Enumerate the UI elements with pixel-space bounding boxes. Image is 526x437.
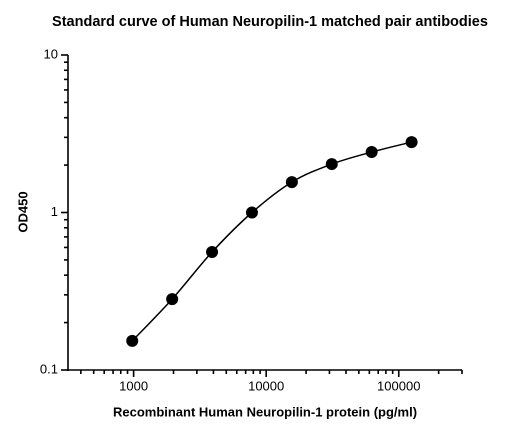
x-tick-label: 100000 [377, 378, 420, 393]
y-tick-label: 0.1 [40, 361, 58, 376]
data-point [206, 246, 219, 259]
x-tick-label: 10000 [248, 378, 284, 393]
data-point [365, 146, 378, 159]
chart-title: Standard curve of Human Neuropilin-1 mat… [52, 14, 488, 30]
data-point [405, 136, 418, 149]
x-axis-label: Recombinant Human Neuropilin-1 protein (… [113, 404, 417, 419]
y-tick-label: 10 [44, 46, 58, 61]
data-point [285, 176, 298, 189]
data-point [325, 158, 338, 171]
data-point [245, 206, 258, 219]
y-tick-label: 1 [51, 204, 58, 219]
fit-curve [131, 141, 412, 342]
data-point [126, 334, 139, 347]
data-point [166, 293, 179, 306]
y-axis-label: OD450 [15, 191, 30, 232]
x-tick-label: 1000 [119, 378, 148, 393]
